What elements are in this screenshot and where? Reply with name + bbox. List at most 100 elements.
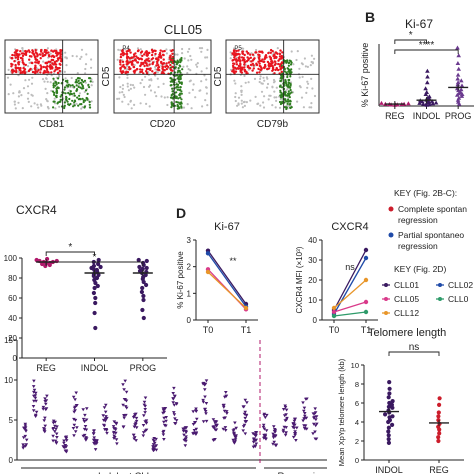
flow-event-other (118, 97, 121, 100)
flow-event-cll (37, 69, 40, 72)
data-point (172, 386, 176, 390)
y-tick-label: 15 (4, 336, 13, 345)
flow-event-cll (269, 48, 273, 52)
flow-event-other (63, 70, 66, 73)
flow-event-other (262, 106, 266, 109)
flow-event-other (84, 81, 87, 84)
data-point (291, 435, 296, 439)
legend-label: CLL02 (448, 280, 473, 290)
flow-event-cll (34, 66, 37, 69)
flow-event-cll (25, 50, 29, 53)
data-point (64, 445, 69, 449)
data-point (121, 425, 126, 429)
flow-event-other (117, 48, 120, 51)
flow-event-cll (49, 64, 52, 68)
flow-event-other (64, 77, 67, 80)
data-point (379, 100, 384, 105)
flow-event-normal (285, 100, 288, 103)
x-tick-label: REG (36, 363, 56, 373)
data-point (254, 442, 259, 446)
flow-event-normal (179, 96, 182, 99)
flow-event-cll (259, 68, 262, 72)
data-point (71, 427, 76, 430)
flow-event-normal (81, 79, 84, 82)
data-point (204, 379, 209, 383)
flow-event-normal (179, 74, 182, 77)
flow-event-other (300, 62, 303, 65)
flow-event-normal (179, 81, 182, 84)
data-point (104, 415, 108, 419)
flow-event-normal (77, 85, 80, 88)
significance-label: **** (419, 40, 435, 51)
data-point (192, 429, 197, 432)
data-point (64, 435, 69, 439)
flow-event-other (118, 76, 121, 79)
flow-event-other (7, 68, 10, 71)
flow-event-normal (63, 101, 66, 104)
data-point (241, 429, 245, 433)
flow-event-normal (86, 98, 89, 101)
y-tick-label: 20 (308, 276, 317, 285)
data-point (85, 407, 89, 411)
flow-event-cll (165, 62, 168, 65)
flow-event-cll (119, 53, 123, 56)
flow-event-cll (45, 67, 48, 70)
flow-event-normal (171, 87, 174, 90)
data-point (104, 429, 109, 432)
flow-event-other (271, 86, 274, 89)
data-point (32, 390, 36, 394)
data-point (121, 403, 125, 407)
data-point (263, 416, 268, 420)
flow-event-other (296, 50, 299, 53)
flow-event-cll (265, 56, 268, 59)
flow-event-other (154, 68, 157, 71)
flow-event-normal (285, 84, 288, 87)
flow-event-cll (247, 57, 251, 60)
flow-event-other (163, 96, 166, 99)
flow-event-other (90, 100, 93, 103)
data-point (141, 315, 146, 321)
flow-event-other (119, 49, 122, 52)
flow-y-label: CD5 (101, 66, 112, 86)
flow-event-normal (175, 95, 178, 98)
flow-event-cll (279, 68, 282, 71)
flow-event-other (160, 95, 163, 98)
data-point (93, 300, 98, 306)
data-point (436, 435, 441, 440)
series-line (207, 252, 247, 308)
gate-label: P4 (122, 46, 130, 52)
flow-event-other (234, 82, 237, 85)
flow-event-other (186, 72, 189, 75)
data-point (44, 408, 48, 412)
flow-event-cll (257, 53, 260, 56)
flow-event-cll (237, 52, 240, 56)
legend-title: KEY (Fig. 2B-C): (394, 188, 457, 198)
flow-event-other (200, 80, 203, 83)
data-point (203, 407, 207, 411)
flow-event-normal (82, 80, 85, 84)
flow-event-cll (51, 58, 55, 62)
flow-event-cll (136, 61, 139, 64)
flow-event-other (35, 67, 39, 70)
data-point (437, 431, 442, 436)
flow-event-cll (157, 59, 160, 62)
flow-event-normal (63, 104, 66, 107)
data-point (32, 379, 36, 383)
data-point (242, 423, 247, 427)
flow-event-cll (278, 52, 282, 56)
flow-event-normal (175, 63, 178, 66)
flow-event-other (75, 55, 78, 58)
flow-event-other (263, 79, 266, 82)
flow-event-normal (177, 69, 180, 72)
flow-event-other (136, 47, 140, 50)
flow-event-normal (285, 71, 288, 74)
flow-event-normal (177, 60, 180, 64)
data-point (281, 428, 286, 432)
flow-event-cll (145, 64, 149, 67)
flow-event-cll (139, 68, 142, 71)
flow-event-cll (171, 58, 174, 62)
flow-event-cll (270, 64, 273, 67)
flow-event-cll (161, 65, 164, 68)
flow-event-normal (178, 89, 181, 92)
data-point (390, 414, 395, 419)
